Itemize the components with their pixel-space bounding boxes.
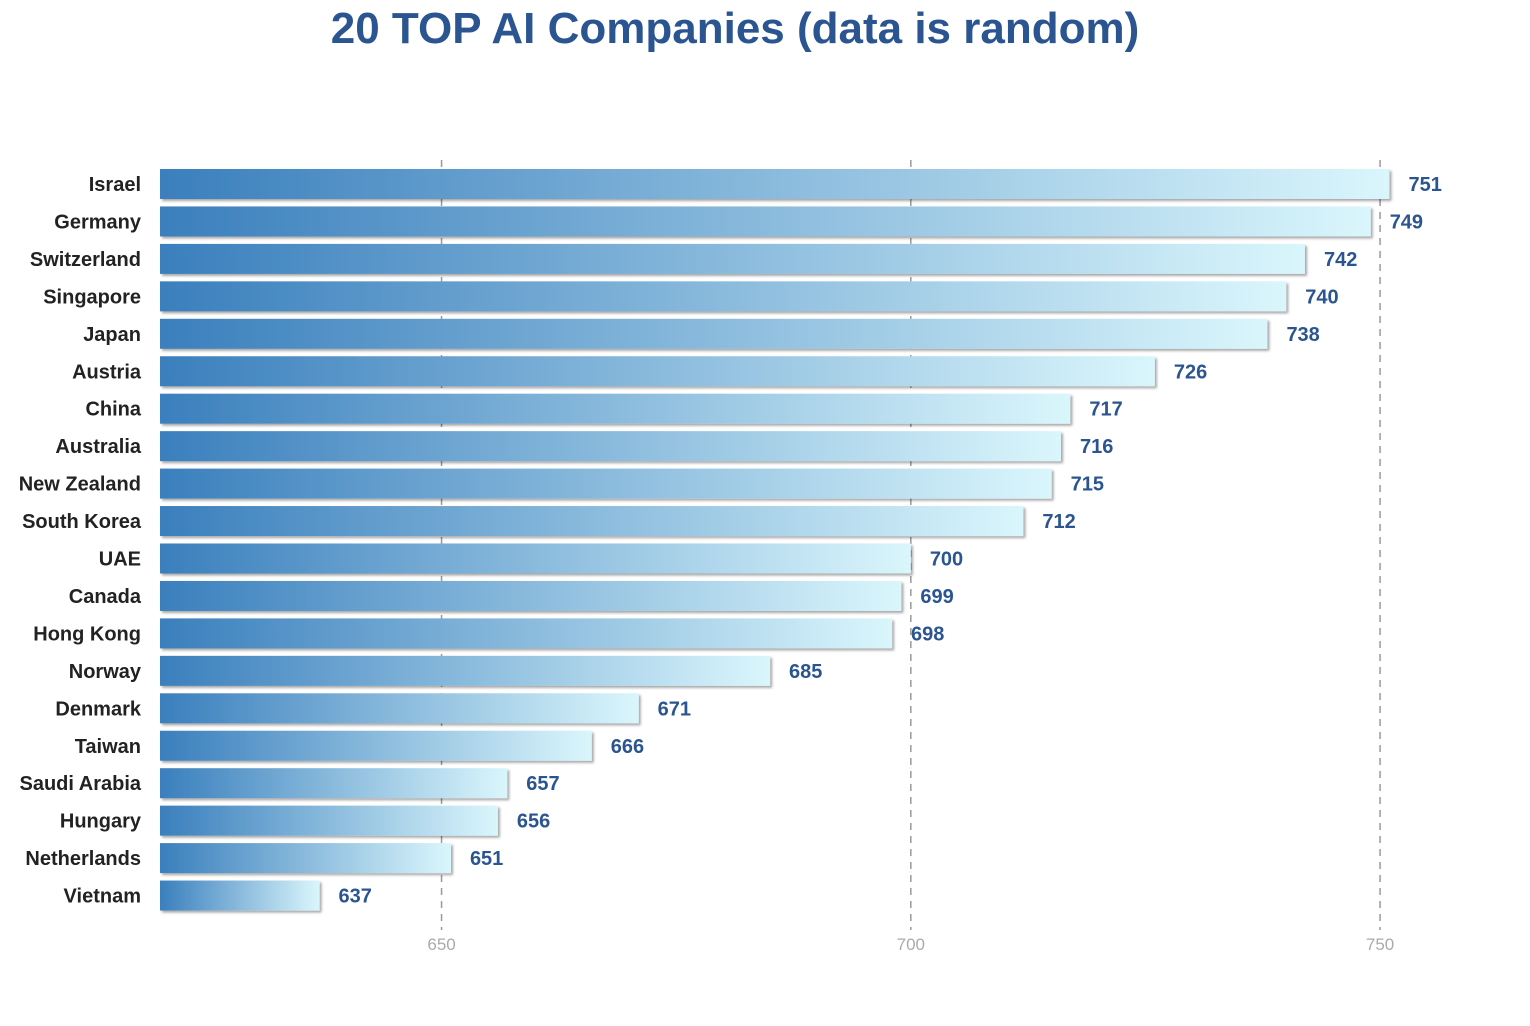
bar [160,730,592,761]
value-label: 699 [920,586,953,608]
value-label: 716 [1080,436,1113,458]
bar [160,805,498,836]
value-label: 717 [1089,399,1122,421]
labels: 650 700 750 Israel 751 Germany 749 Switzerland 7… [19,174,1442,954]
bar [160,843,451,874]
value-label: 637 [339,886,372,908]
value-label: 715 [1071,474,1104,496]
category-label: Norway [69,661,142,683]
category-label: Canada [69,586,142,608]
value-label: 751 [1408,174,1441,196]
value-label: 740 [1305,286,1338,308]
category-label: Japan [83,324,141,346]
bar [160,243,1305,274]
category-label: Austria [72,361,142,383]
category-label: Saudi Arabia [19,773,141,795]
category-label: Switzerland [30,249,141,271]
category-label: Vietnam [64,886,141,908]
bar [160,169,1390,199]
value-label: 700 [930,549,963,571]
value-label: 738 [1286,324,1319,346]
category-label: Germany [54,211,142,233]
x-tick-label: 750 [1366,935,1394,954]
bar [160,618,893,649]
value-label: 742 [1324,249,1357,271]
bar [160,393,1071,424]
category-label: Hungary [60,811,142,833]
bar [160,468,1052,499]
bar [160,768,508,799]
bar [160,580,902,611]
value-label: 666 [611,736,644,758]
category-label: Taiwan [75,736,141,758]
x-tick-label: 650 [427,935,455,954]
bar [160,356,1155,387]
bar [160,655,771,686]
chart-title: 20 TOP AI Companies (data is random) [330,4,1140,53]
bar [160,693,639,724]
value-label: 671 [658,698,691,720]
category-label: Australia [55,436,141,458]
bar [160,206,1371,237]
category-label: Israel [89,174,141,196]
category-label: UAE [99,549,141,571]
category-label: Denmark [55,698,141,720]
category-label: South Korea [22,511,142,533]
bar [160,880,320,911]
bar [160,506,1024,537]
gridlines [440,160,1381,930]
bar [160,318,1268,349]
value-label: 712 [1042,511,1075,533]
value-label: 657 [526,773,559,795]
value-label: 685 [789,661,822,683]
value-label: 656 [517,811,550,833]
category-label: Netherlands [25,848,141,870]
category-label: New Zealand [19,474,141,496]
value-label: 698 [911,623,944,645]
bar [160,543,911,574]
value-label: 749 [1390,211,1423,233]
bar [160,281,1287,312]
value-label: 651 [470,848,503,870]
x-tick-label: 700 [897,935,925,954]
category-label: Hong Kong [33,623,141,645]
bars [160,169,1390,911]
value-label: 726 [1174,361,1207,383]
bar [160,431,1061,462]
category-label: Singapore [43,286,141,308]
category-label: China [85,399,141,421]
